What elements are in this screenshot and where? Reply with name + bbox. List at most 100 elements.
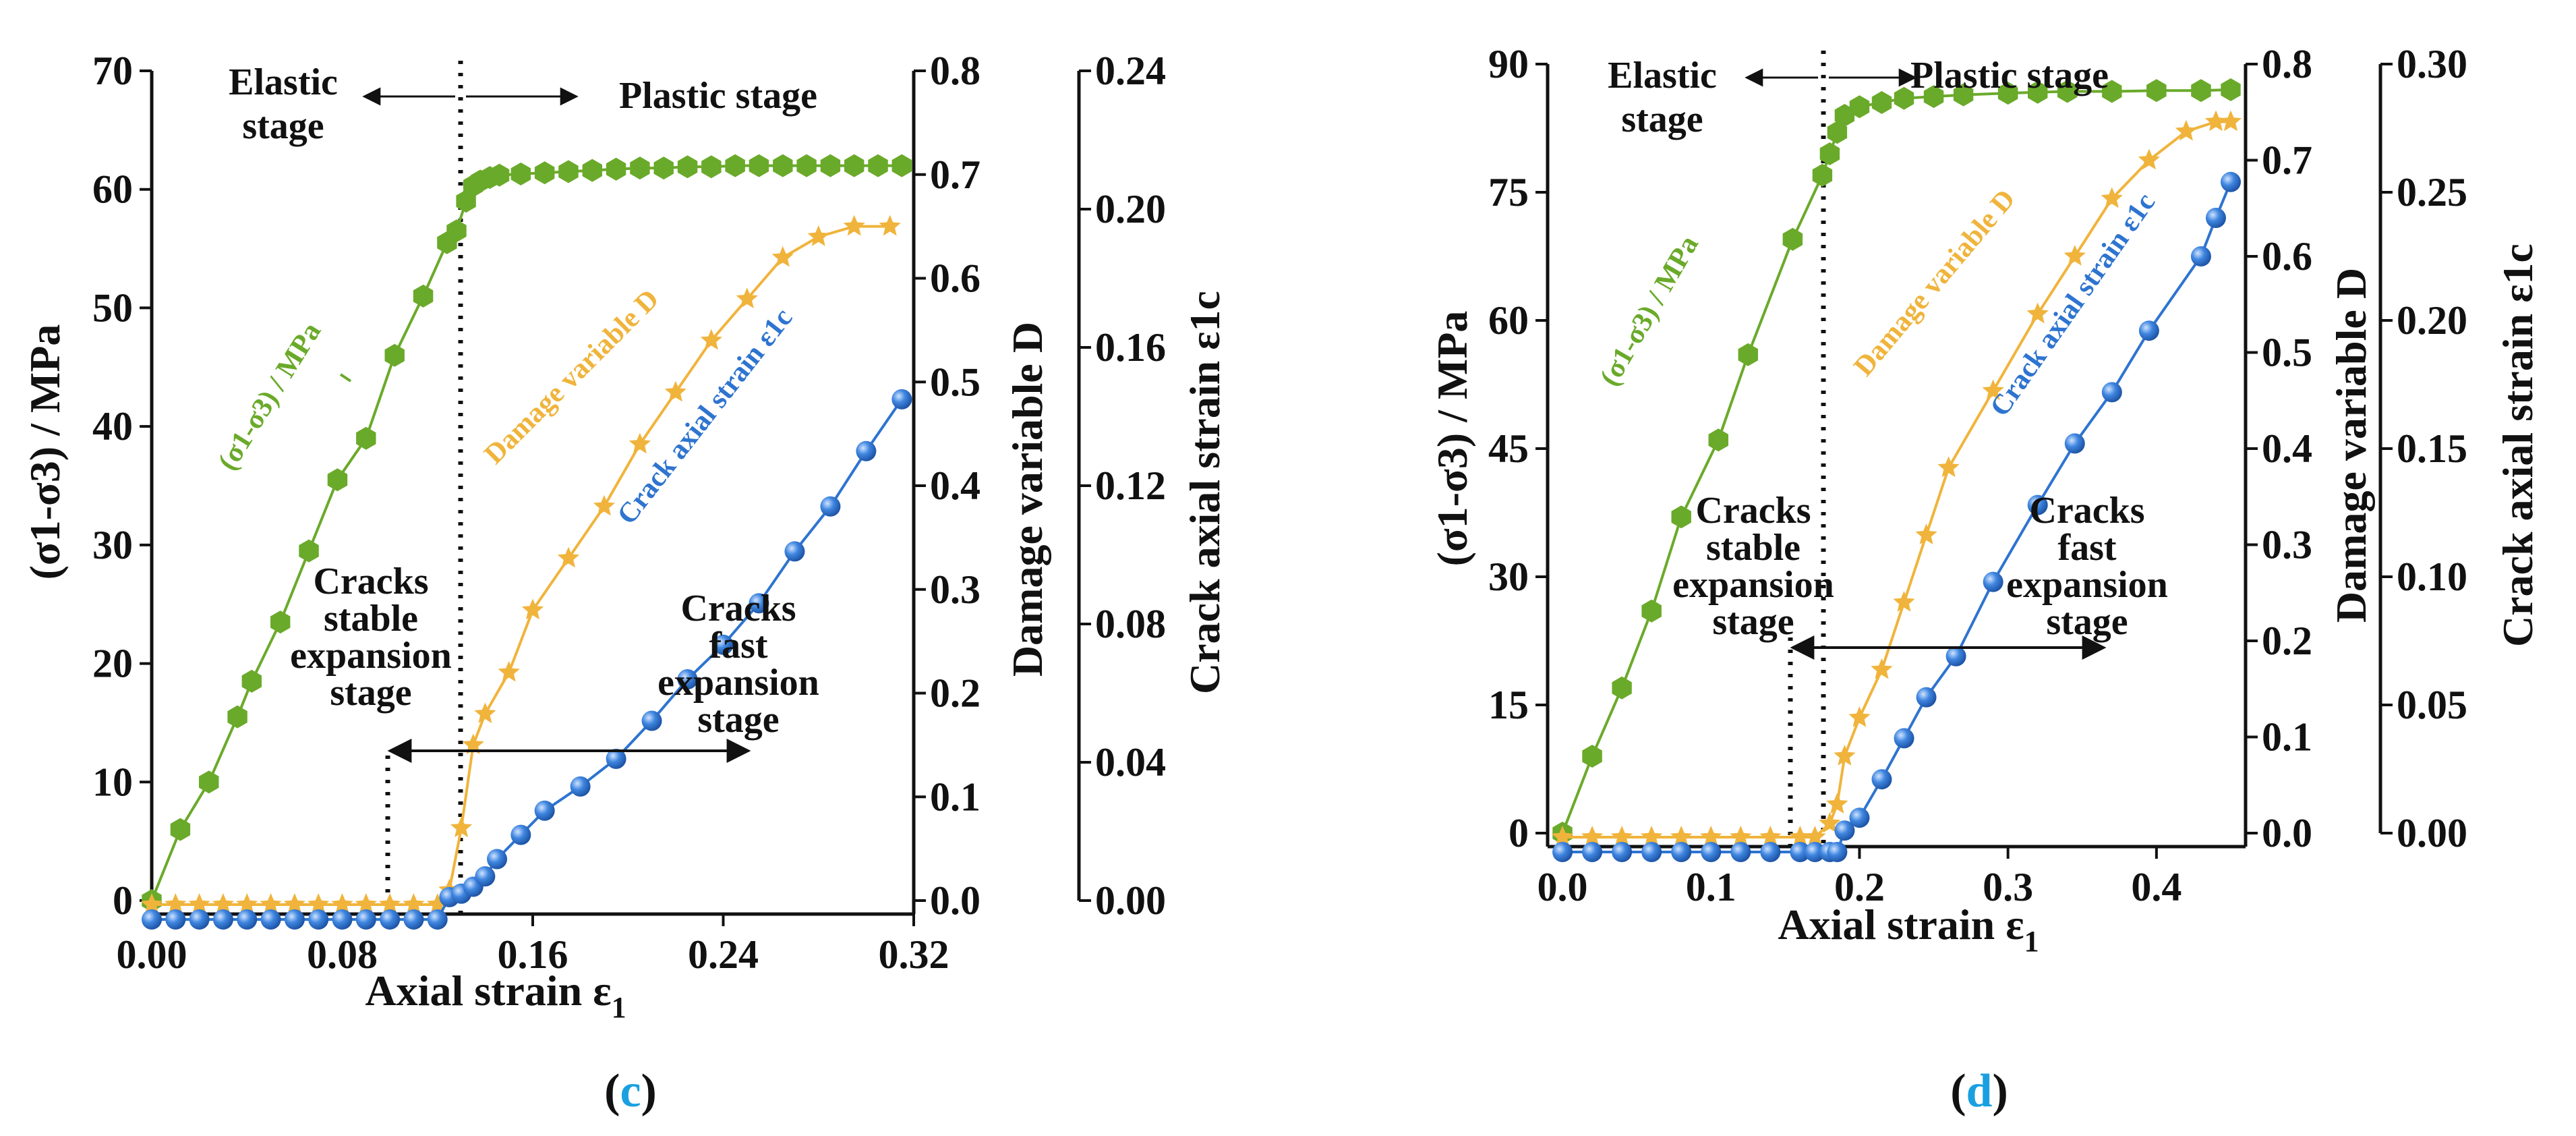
panel-c-stress-point [820, 154, 841, 177]
panel-c-x-tick-label: 0.24 [688, 932, 759, 977]
panel-d-damage-point [1834, 745, 1856, 766]
panel-d-y1-tick-label: 0 [1509, 811, 1529, 855]
panel-c-crack-point [380, 909, 401, 930]
panel-d-stress-point [1812, 163, 1833, 187]
panel-d-crack-point [1983, 571, 2003, 592]
panel-c-series-star [140, 215, 901, 914]
panel-c-crack-point [891, 389, 912, 409]
panel-d-crack-point [1730, 842, 1751, 862]
panel-c-damage-point [140, 893, 163, 914]
panel-d-y3-tick-label: 0.20 [2397, 298, 2467, 343]
panel-c-crack-point [856, 441, 877, 461]
panel-c-stress-point [796, 154, 817, 177]
panel-c-crack-point [260, 909, 281, 930]
panel-d-x-tick-label: 0.3 [1983, 865, 2033, 909]
panel-c-damage-point [331, 893, 353, 914]
panel-c-y1-tick-label: 20 [92, 642, 133, 686]
panel-d-y2-tick-label: 0.2 [2262, 619, 2312, 663]
panel-d-damage-point [2219, 110, 2242, 132]
panel-c-damage-point [736, 287, 758, 308]
panel-d-stable-label-3: expansion [1672, 564, 1834, 606]
panel-d-x-ticks: 0.0 0.1 0.2 0.3 0.4 [1538, 847, 2182, 909]
panel-c-damage-point [165, 893, 187, 914]
panel-c-crack-point [749, 593, 769, 614]
panel-c-crack-point [332, 909, 353, 930]
panel-c-stress-point [844, 154, 865, 177]
panel-d-crack-point [1827, 842, 1848, 862]
panel-d-stress-point [1871, 91, 1892, 114]
panel-c-y3-tick-label: 0.12 [1095, 463, 1166, 508]
panel-c-damage-point [843, 215, 865, 236]
panel-c-x-label-sub: 1 [612, 991, 626, 1024]
panel-d-y1-ticks: 0 15 30 45 60 75 90 [1488, 42, 1548, 855]
panel-c-y1-tick-label: 60 [92, 167, 133, 212]
panel-d-stress-point [1738, 343, 1758, 366]
panel-d-y2-tick-label: 0.1 [2262, 715, 2312, 760]
chart-panel-c: 0.00 0.08 0.16 0.24 0.32 0 10 20 30 40 50 60 70 0.0… [21, 49, 1229, 1117]
panel-c-y2-tick-label: 0.1 [930, 774, 980, 819]
panel-c-fast-label-4: stage [697, 699, 779, 741]
panel-c-crack-point [510, 824, 531, 845]
panel-d-stable-label-1: Cracks [1695, 490, 1811, 532]
panel-c-stress-point [868, 154, 888, 177]
panel-d-plastic-label: Plastic stage [1910, 55, 2109, 96]
panel-c-y3-label: Crack axial strain ε1c [1181, 291, 1229, 694]
panel-d-damage-point [1700, 826, 1722, 847]
panel-d-crack-point [1834, 820, 1855, 841]
panel-c-crack-point [237, 909, 258, 930]
panel-d-x-tick-label: 0.1 [1686, 865, 1736, 909]
panel-d-elastic-label: Elastic [1608, 55, 1717, 96]
panel-d-crack-point [1790, 842, 1811, 862]
panel-d-y3-tick-label: 0.00 [2397, 811, 2467, 855]
panel-c-caption-letter: c [620, 1065, 641, 1117]
panel-c-stress-point [299, 539, 319, 563]
panel-d-crack-point [1871, 769, 1892, 790]
panel-d-crack-point [1671, 842, 1692, 862]
panel-c-y3-tick-label: 0.08 [1095, 602, 1166, 646]
panel-d-stress-point [1819, 142, 1840, 165]
panel-c-stress-point [891, 154, 912, 177]
panel-c-y3-tick-label: 0.04 [1095, 740, 1166, 785]
panel-c-y1-tick-label: 10 [92, 760, 133, 804]
panel-c-y1-tick-label: 70 [92, 49, 133, 93]
panel-c-stress-point [489, 163, 510, 187]
panel-d-x-tick-label: 0.2 [1834, 865, 1885, 909]
panel-d-crack-point [2101, 382, 2122, 403]
panel-d-fast-label-4: stage [2046, 601, 2128, 643]
panel-d-x-tick-label: 0.0 [1538, 865, 1588, 909]
panel-d-damage-point [1871, 658, 1893, 679]
panel-d-y1-tick-label: 90 [1488, 42, 1529, 86]
panel-d-crack-point [1805, 842, 1825, 862]
panel-c-y2-tick-label: 0.3 [930, 567, 980, 612]
panel-c-damage-point [498, 660, 520, 682]
panel-d-stress-point [1849, 95, 1870, 119]
panel-d-damage-point [1804, 826, 1826, 847]
panel-c-crack-point [534, 800, 555, 821]
panel-d-crack-point [1582, 842, 1603, 862]
panel-d-y2-tick-label: 0.4 [2262, 426, 2312, 471]
panel-c-stress-point [413, 284, 434, 308]
panel-d-series-hexagon [1552, 78, 2241, 845]
panel-d-stress-point [1671, 505, 1691, 529]
panel-d-y3-tick-label: 0.10 [2397, 555, 2467, 599]
panel-c-damage-point [664, 380, 686, 402]
panel-d-crack-curve-label: Crack axial strain ε1c [1985, 188, 2162, 422]
panel-d-damage-curve-label: Damage variable D [1848, 183, 2021, 382]
panel-d-crack-point [1701, 842, 1722, 862]
panel-c-y3-ticks: 0.00 0.04 0.08 0.12 0.16 0.20 0.24 [1079, 49, 1166, 923]
panel-d-damage-point [1610, 826, 1633, 847]
panel-c-damage-point [212, 893, 235, 914]
panel-c-crack-point [165, 909, 186, 930]
panel-c-stress-point [199, 770, 219, 794]
panel-c-stable-label-2: stable [324, 598, 418, 640]
panel-c-stress-point [241, 669, 262, 693]
panel-d-y3-tick-label: 0.15 [2397, 426, 2467, 471]
panel-c-crack-point [142, 909, 162, 930]
panel-c-crack-point [308, 909, 329, 930]
panel-d-y2-tick-label: 0.0 [2262, 811, 2312, 855]
panel-c-stress-point [534, 161, 555, 185]
panel-c-stress-point [701, 155, 722, 179]
panel-d-damage-point [1581, 826, 1604, 847]
panel-d-y2-tick-label: 0.7 [2262, 138, 2312, 183]
